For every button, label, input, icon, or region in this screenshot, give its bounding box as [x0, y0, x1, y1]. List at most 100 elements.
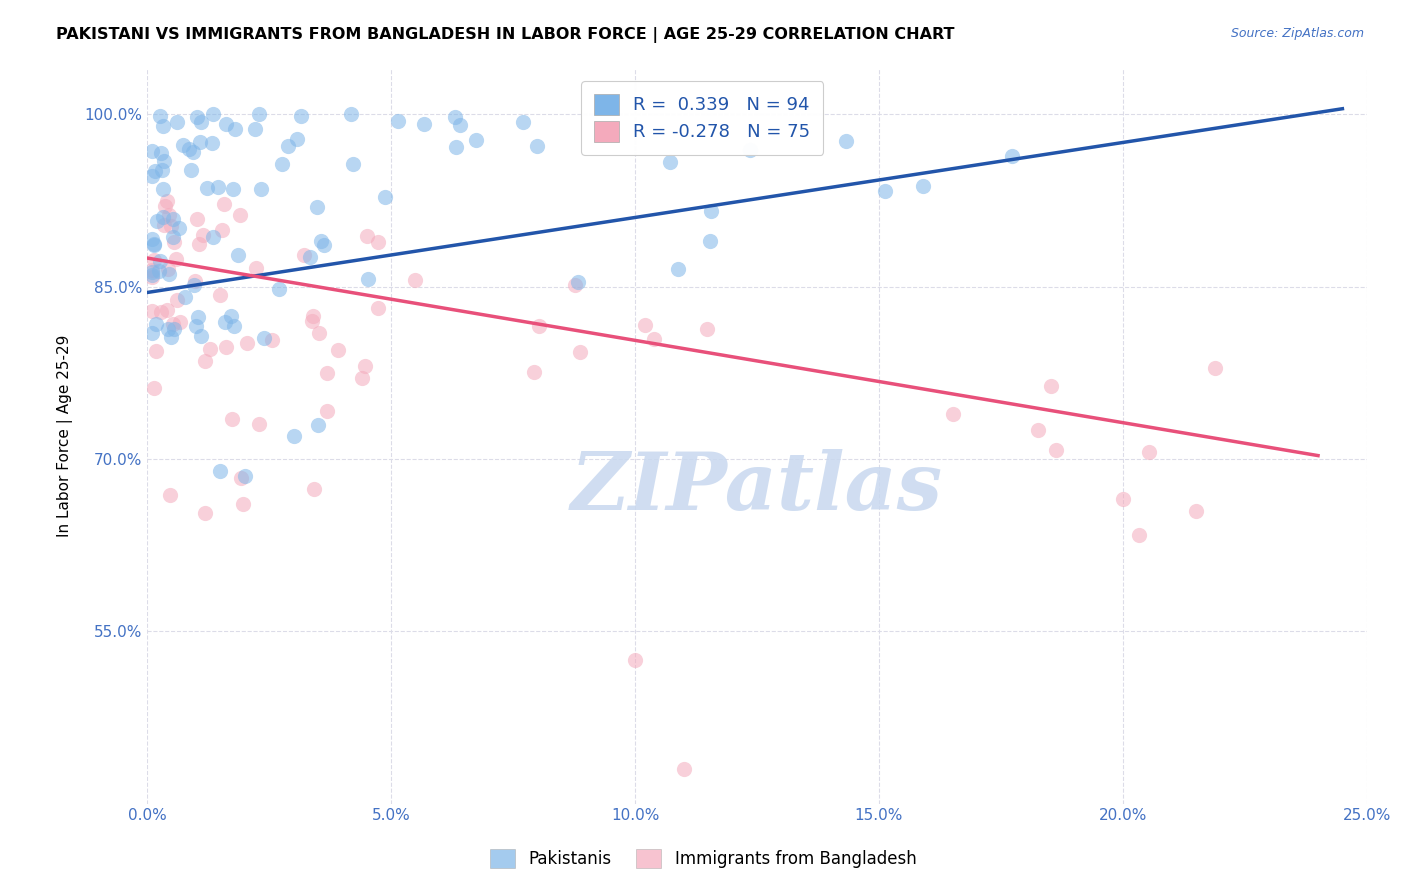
- Point: [215, 117, 238, 131]
- Point: [143, 237, 166, 252]
- Point: [835, 134, 858, 148]
- Point: [245, 260, 267, 275]
- Point: [141, 232, 163, 246]
- Point: [283, 429, 305, 443]
- Point: [159, 488, 181, 502]
- Point: [187, 310, 209, 325]
- Point: [141, 144, 163, 158]
- Point: [163, 322, 186, 336]
- Point: [696, 321, 718, 335]
- Point: [184, 274, 207, 288]
- Point: [148, 264, 170, 278]
- Point: [260, 333, 283, 347]
- Text: Source: ZipAtlas.com: Source: ZipAtlas.com: [1230, 27, 1364, 40]
- Point: [298, 250, 321, 264]
- Point: [253, 331, 276, 345]
- Point: [942, 408, 965, 422]
- Point: [314, 238, 336, 252]
- Point: [153, 153, 176, 168]
- Point: [672, 762, 695, 776]
- Point: [222, 181, 245, 195]
- Point: [243, 122, 266, 136]
- Point: [316, 366, 339, 380]
- Point: [149, 145, 172, 160]
- Point: [141, 303, 163, 318]
- Point: [1137, 444, 1160, 458]
- Point: [568, 345, 591, 359]
- Point: [290, 109, 312, 123]
- Point: [143, 164, 166, 178]
- Point: [146, 213, 169, 227]
- Point: [186, 110, 208, 124]
- Point: [1040, 379, 1063, 393]
- Legend: Pakistanis, Immigrants from Bangladesh: Pakistanis, Immigrants from Bangladesh: [484, 842, 922, 875]
- Point: [302, 309, 325, 323]
- Point: [194, 354, 217, 368]
- Point: [374, 190, 396, 204]
- Point: [1128, 527, 1150, 541]
- Point: [149, 254, 172, 268]
- Point: [163, 235, 186, 249]
- Point: [202, 229, 225, 244]
- Point: [356, 229, 378, 244]
- Point: [350, 370, 373, 384]
- Point: [1185, 504, 1208, 518]
- Point: [634, 318, 657, 333]
- Point: [190, 328, 212, 343]
- Point: [526, 138, 548, 153]
- Point: [169, 315, 191, 329]
- Point: [190, 115, 212, 129]
- Point: [229, 471, 252, 485]
- Point: [357, 272, 380, 286]
- Point: [186, 211, 208, 226]
- Point: [155, 199, 177, 213]
- Point: [624, 653, 647, 667]
- Point: [224, 319, 246, 334]
- Point: [143, 381, 166, 395]
- Point: [157, 207, 180, 221]
- Point: [141, 262, 163, 277]
- Point: [464, 133, 486, 147]
- Point: [277, 139, 299, 153]
- Point: [229, 208, 252, 222]
- Point: [156, 262, 179, 277]
- Point: [1204, 360, 1226, 375]
- Point: [449, 118, 471, 132]
- Point: [1026, 423, 1049, 437]
- Point: [141, 169, 163, 184]
- Legend: R =  0.339   N = 94, R = -0.278   N = 75: R = 0.339 N = 94, R = -0.278 N = 75: [581, 81, 823, 154]
- Point: [198, 342, 221, 356]
- Point: [233, 469, 256, 483]
- Y-axis label: In Labor Force | Age 25-29: In Labor Force | Age 25-29: [58, 334, 73, 537]
- Point: [173, 290, 195, 304]
- Point: [307, 417, 329, 432]
- Point: [221, 411, 243, 425]
- Point: [202, 107, 225, 121]
- Point: [141, 326, 163, 340]
- Point: [292, 248, 315, 262]
- Point: [738, 143, 761, 157]
- Point: [215, 340, 238, 354]
- Point: [308, 326, 330, 340]
- Point: [143, 253, 166, 268]
- Point: [340, 107, 363, 121]
- Point: [302, 482, 325, 496]
- Point: [512, 115, 534, 129]
- Point: [152, 119, 174, 133]
- Point: [367, 301, 389, 315]
- Point: [309, 234, 332, 248]
- Point: [162, 211, 184, 226]
- Point: [342, 157, 364, 171]
- Point: [209, 288, 232, 302]
- Point: [326, 343, 349, 357]
- Point: [267, 281, 290, 295]
- Point: [194, 506, 217, 520]
- Point: [188, 237, 211, 252]
- Point: [184, 319, 207, 334]
- Point: [142, 237, 165, 252]
- Point: [224, 121, 246, 136]
- Point: [172, 138, 194, 153]
- Point: [153, 218, 176, 232]
- Point: [152, 182, 174, 196]
- Point: [145, 318, 167, 332]
